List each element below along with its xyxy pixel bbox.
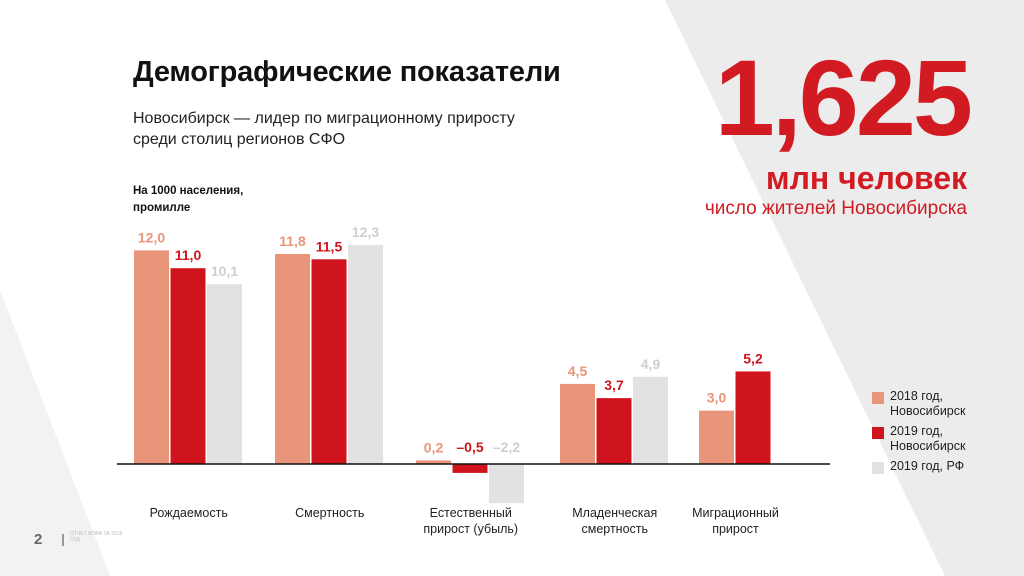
page-subtitle: Новосибирск — лидер по миграционному при… [133,110,515,148]
bar-1-2 [348,245,383,464]
bar-3-1 [596,398,632,464]
data-label-3-1: 3,7 [604,377,624,393]
category-label-1: Смертность [295,506,364,520]
data-label-4-0: 3,0 [707,390,727,406]
category-label-3: смертность [581,522,648,536]
data-label-4-1: 5,2 [743,350,763,366]
category-label-4: прирост [712,522,759,536]
data-label-0-2: 10,1 [211,263,238,279]
legend-label-rf: 2019 год, РФ [890,459,965,473]
legend-item-2019: 2019 год, Новосибирск [872,424,1000,454]
page-title: Демографические показатели [133,56,561,88]
population-unit: млн человек [765,160,967,196]
legend-item-rf: 2019 год, РФ [872,459,1000,474]
legend-label-2019: 2019 год, Новосибирск [890,424,966,453]
footer-note: ОТЧЕТ МЭРА ЗА 2019 ГОД [70,531,123,543]
bar-0-1 [170,268,206,464]
bar-1-0 [275,253,310,464]
bar-3-0 [560,383,595,464]
data-label-0-0: 12,0 [138,229,165,245]
bar-2-0 [416,460,451,464]
data-label-3-2: 4,9 [641,356,661,372]
bar-3-2 [633,376,668,464]
data-label-0-1: 11,0 [175,247,202,263]
legend-item-2018: 2018 год, Новосибирск [872,389,1000,419]
bar-0-2 [207,284,242,464]
population-value: 1,625 [714,37,973,158]
chart-units-label: На 1000 населения, промилле [133,185,244,214]
footer-divider [62,534,64,546]
bar-2-1 [452,464,488,473]
category-label-2: прирост (убыль) [423,522,518,536]
population-caption: число жителей Новосибирска [704,198,967,219]
data-label-1-1: 11,5 [316,238,343,254]
category-label-0: Рождаемость [150,506,228,520]
bar-0-0 [134,250,169,464]
page-number: 2 [34,531,43,548]
legend-swatch-rf [872,462,884,474]
data-label-1-2: 12,3 [352,224,379,240]
data-label-2-2: –2,2 [493,439,520,455]
data-label-2-0: 0,2 [424,439,444,455]
category-label-3: Младенческая [572,506,657,520]
bar-4-1 [735,371,771,464]
legend-swatch-2018 [872,392,884,404]
category-label-2: Естественный [430,506,512,520]
data-label-2-1: –0,5 [456,439,483,455]
data-label-3-0: 4,5 [568,363,588,379]
bar-4-0 [699,410,734,464]
bar-1-1 [311,259,347,464]
legend-swatch-2019 [872,427,884,439]
bar-2-2 [489,464,524,504]
data-label-1-0: 11,8 [279,233,306,249]
legend-label-2018: 2018 год, Новосибирск [890,389,966,418]
category-label-4: Миграционный [692,506,779,520]
